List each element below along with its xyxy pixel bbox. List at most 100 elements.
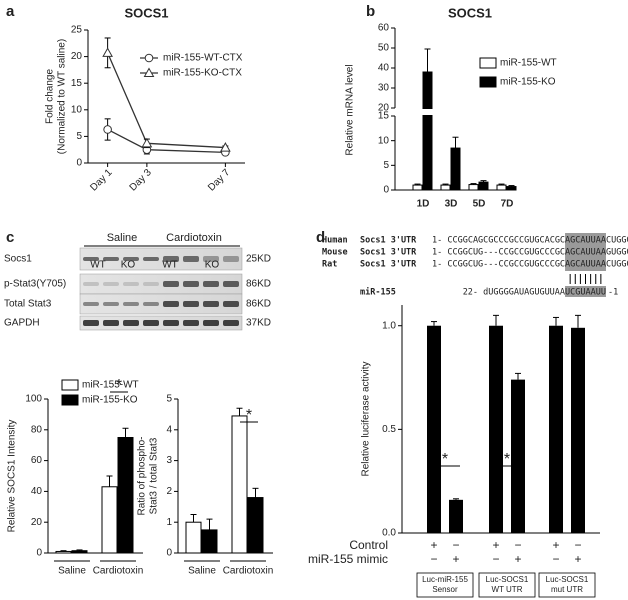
group-box — [478, 572, 536, 598]
group-label: Sensor — [432, 585, 458, 594]
y-tick-label: 25 — [71, 25, 83, 36]
sequence: 1- CCGGCUG---CCGCCGUGCCCGCAGCAUUAACUGGGA — [432, 260, 628, 270]
blot-band — [223, 301, 239, 307]
blot-band — [83, 320, 99, 326]
protein-label: Total Stat3 — [4, 299, 52, 310]
gene-label: Socs1 3'UTR — [360, 260, 417, 270]
treatment-label: Control — [349, 538, 388, 552]
gene-label: Socs1 3'UTR — [360, 248, 417, 258]
group-label: Luc-SOCS1 — [546, 575, 589, 584]
blot-band — [163, 301, 179, 307]
chart-title: SOCS1 — [448, 5, 492, 20]
significance: * — [116, 377, 122, 394]
bar — [449, 499, 463, 533]
y-tick-label: 50 — [378, 43, 390, 54]
y-tick-label: 0.5 — [382, 424, 396, 435]
species-label: Rat — [322, 260, 337, 270]
x-tick-label: 7D — [501, 199, 514, 210]
y-tick-label: 5 — [383, 160, 389, 171]
significance: * — [442, 451, 448, 468]
y-tick-label: 60 — [378, 23, 390, 34]
blot-band — [103, 320, 119, 326]
marker — [102, 47, 113, 57]
bar — [468, 184, 479, 191]
blot-band — [103, 302, 119, 306]
marker — [103, 125, 112, 134]
treatment-sign: + — [430, 538, 437, 552]
bar — [511, 379, 525, 533]
y-axis-label: Stat3 / total Stat3 — [149, 437, 160, 514]
blot-band — [223, 256, 239, 262]
size-label: 37KD — [246, 318, 271, 329]
protein-label: p-Stat3(Y705) — [4, 279, 66, 290]
y-tick-label: 5 — [166, 394, 172, 405]
y-tick-label: 3 — [166, 455, 172, 466]
x-tick-label: Saline — [58, 566, 86, 577]
blot-band — [203, 320, 219, 326]
y-tick-label: 0 — [166, 548, 172, 559]
y-tick-label: 0 — [383, 185, 389, 196]
blot-group: Saline — [107, 232, 138, 244]
bar — [71, 550, 88, 554]
legend-swatch — [61, 394, 79, 406]
chart-title: SOCS1 — [124, 5, 168, 20]
blot-band — [123, 320, 139, 326]
y-tick-label: 20 — [31, 517, 43, 528]
y-axis-label: Relative luciferase activity — [361, 361, 372, 476]
panel-label: a — [6, 3, 15, 20]
blot-band — [183, 320, 199, 326]
group-label: Luc-miR-155 — [422, 575, 468, 584]
x-tick-label: Saline — [188, 566, 216, 577]
legend-swatch — [479, 57, 497, 69]
blot-band — [143, 257, 159, 261]
legend-swatch — [61, 379, 79, 391]
x-tick-label: Cardiotoxin — [93, 566, 144, 577]
treatment-sign: + — [574, 552, 581, 566]
lane-label: KO — [121, 260, 136, 271]
bar — [231, 415, 248, 554]
seed-highlight — [565, 286, 606, 297]
y-tick-label: 0 — [36, 548, 42, 559]
treatment-sign: + — [514, 552, 521, 566]
treatment-sign: − — [430, 552, 437, 566]
bar — [422, 71, 433, 191]
y-tick-label: 10 — [71, 104, 83, 115]
bar — [478, 181, 489, 191]
gene-label: Socs1 3'UTR — [360, 236, 417, 246]
lane-label: WT — [162, 260, 178, 271]
blot-band — [83, 257, 99, 261]
y-tick-label: 5 — [76, 131, 82, 142]
blot-strip — [79, 247, 243, 271]
sequence: 1- CCGGCAGCGCCCGCCGUGCACGCAGCAUUAACUGGGA — [432, 236, 628, 246]
panel-label: c — [6, 229, 14, 246]
treatment-sign: + — [552, 538, 559, 552]
blot-band — [163, 320, 179, 326]
blot-band — [83, 282, 99, 286]
seed-highlight — [565, 233, 606, 271]
bar — [440, 184, 451, 191]
y-tick-label: 60 — [31, 455, 43, 466]
bar — [412, 184, 423, 191]
marker — [141, 137, 153, 148]
blot-band — [83, 302, 99, 306]
blot-band — [183, 256, 199, 262]
marker — [143, 67, 155, 77]
legend-label: miR-155-WT — [500, 58, 557, 69]
axis-break — [422, 109, 433, 115]
bar — [489, 325, 503, 533]
y-tick-label: 1 — [166, 517, 172, 528]
y-tick-label: 0 — [76, 158, 82, 169]
bar — [571, 327, 585, 533]
y-tick-label: 40 — [378, 63, 390, 74]
bar — [506, 186, 517, 191]
blot-band — [163, 281, 179, 287]
treatment-sign: − — [552, 552, 559, 566]
blot-band — [223, 281, 239, 287]
lane-label: KO — [205, 260, 220, 271]
bar — [247, 497, 264, 554]
legend-label: miR-155-KO — [500, 77, 556, 88]
blot-band — [203, 301, 219, 307]
marker — [144, 53, 154, 63]
protein-label: GAPDH — [4, 318, 40, 329]
bar — [201, 529, 218, 554]
